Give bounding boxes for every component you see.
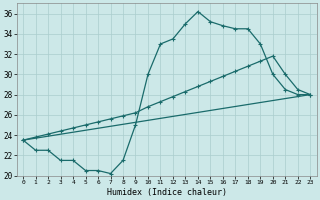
- X-axis label: Humidex (Indice chaleur): Humidex (Indice chaleur): [107, 188, 227, 197]
